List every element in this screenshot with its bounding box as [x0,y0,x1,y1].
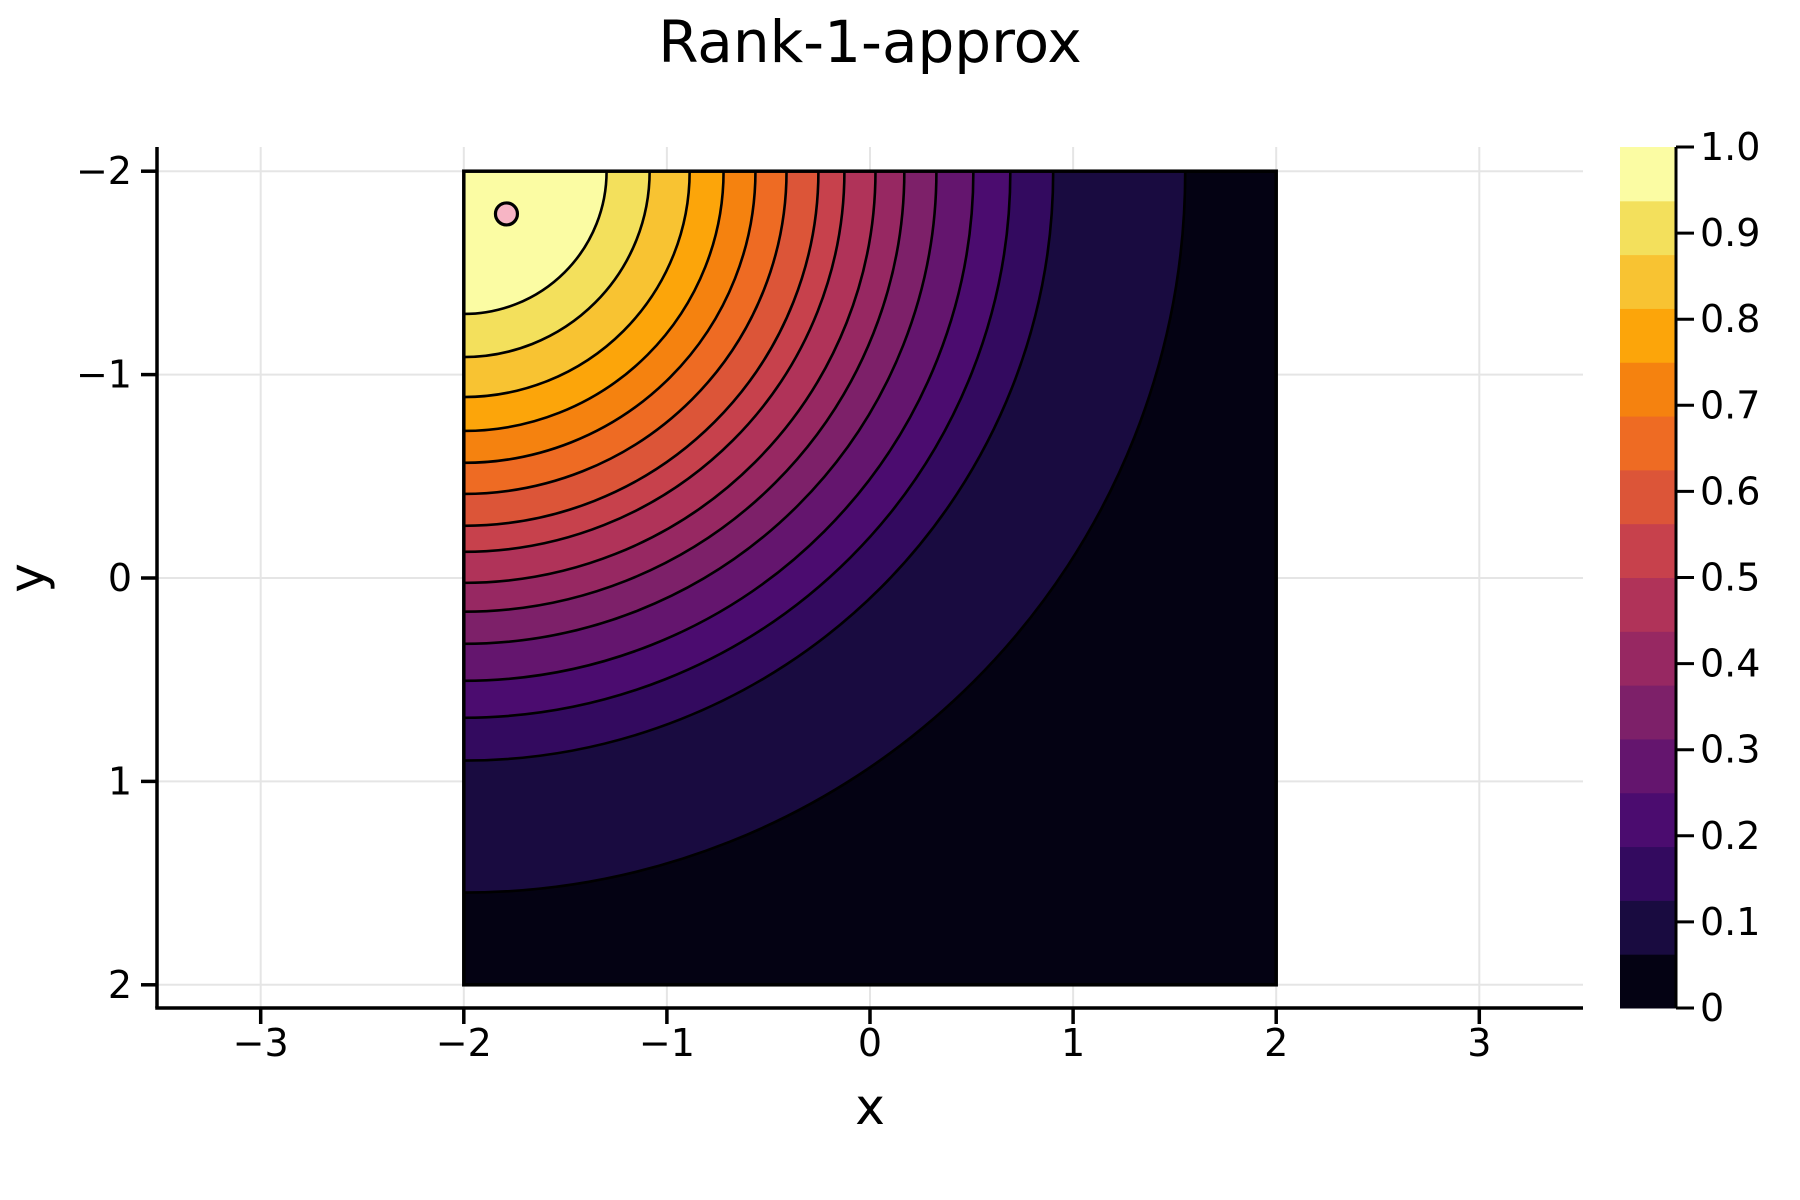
colorbar-tick-label: 1.0 [1700,125,1760,169]
colorbar-tick-label: 0.7 [1700,383,1760,427]
x-tick-label: 1 [1061,1021,1085,1065]
peak-marker-layer [493,201,520,227]
data-region-border [462,169,1278,987]
y-tick-label: 1 [108,759,132,803]
colorbar-band [1620,308,1676,363]
y-tick-label: −1 [76,353,132,397]
colorbar-band [1620,792,1676,848]
colorbar-tick-label: 0.1 [1700,900,1760,944]
colorbar-band [1620,685,1676,740]
x-axis-label: x [855,1078,885,1136]
colorbar-band [1620,577,1676,632]
colorbar: 0 0.1 0.2 0.3 0.4 0.5 0.6 0.7 0.8 0.9 1.0 [1620,125,1760,1030]
x-tick-label: 3 [1467,1021,1491,1065]
colorbar-band [1620,200,1676,256]
colorbar-band [1620,147,1676,202]
colorbar-band [1620,362,1676,417]
data-region-outline [462,169,1278,987]
colorbar-tick-label: 0.9 [1700,211,1760,255]
tick-labels: −3 −2 −1 0 1 2 3 −2 −1 0 1 2 [76,149,1491,1065]
colorbar-tick-label: 0.8 [1700,297,1760,341]
x-tick-label: 0 [858,1021,882,1065]
colorbar-tick-label: 0.6 [1700,469,1760,513]
colorbar-band [1620,254,1676,309]
colorbar-band [1620,523,1676,578]
peak-marker [493,201,520,227]
colorbar-band [1620,900,1676,955]
x-tick-label: −1 [639,1021,695,1065]
x-tick-label: −3 [233,1021,289,1065]
colorbar-band [1620,846,1676,901]
colorbar-band [1620,416,1676,471]
colorbar-band [1620,469,1676,525]
plot-title: Rank-1-approx [658,8,1081,76]
x-tick-label: −2 [436,1021,492,1065]
x-tick-label: 2 [1264,1021,1288,1065]
colorbar-band [1620,631,1676,686]
y-tick-label: 0 [108,556,132,600]
colorbar-tick-label: 0.4 [1700,642,1760,686]
axis-ticks [141,169,1482,1024]
colorbar-tick-label: 0.3 [1700,728,1760,772]
colorbar-tick-label: 0.5 [1700,556,1760,600]
y-axis-label: y [0,563,56,593]
colorbar-tick-label: 0 [1700,986,1724,1030]
y-tick-label: −2 [76,149,132,193]
colorbar-band [1620,954,1676,1009]
contour-plot [463,171,1277,985]
colorbar-band [1620,738,1676,794]
colorbar-tick-label: 0.2 [1700,814,1760,858]
y-tick-label: 2 [108,963,132,1007]
